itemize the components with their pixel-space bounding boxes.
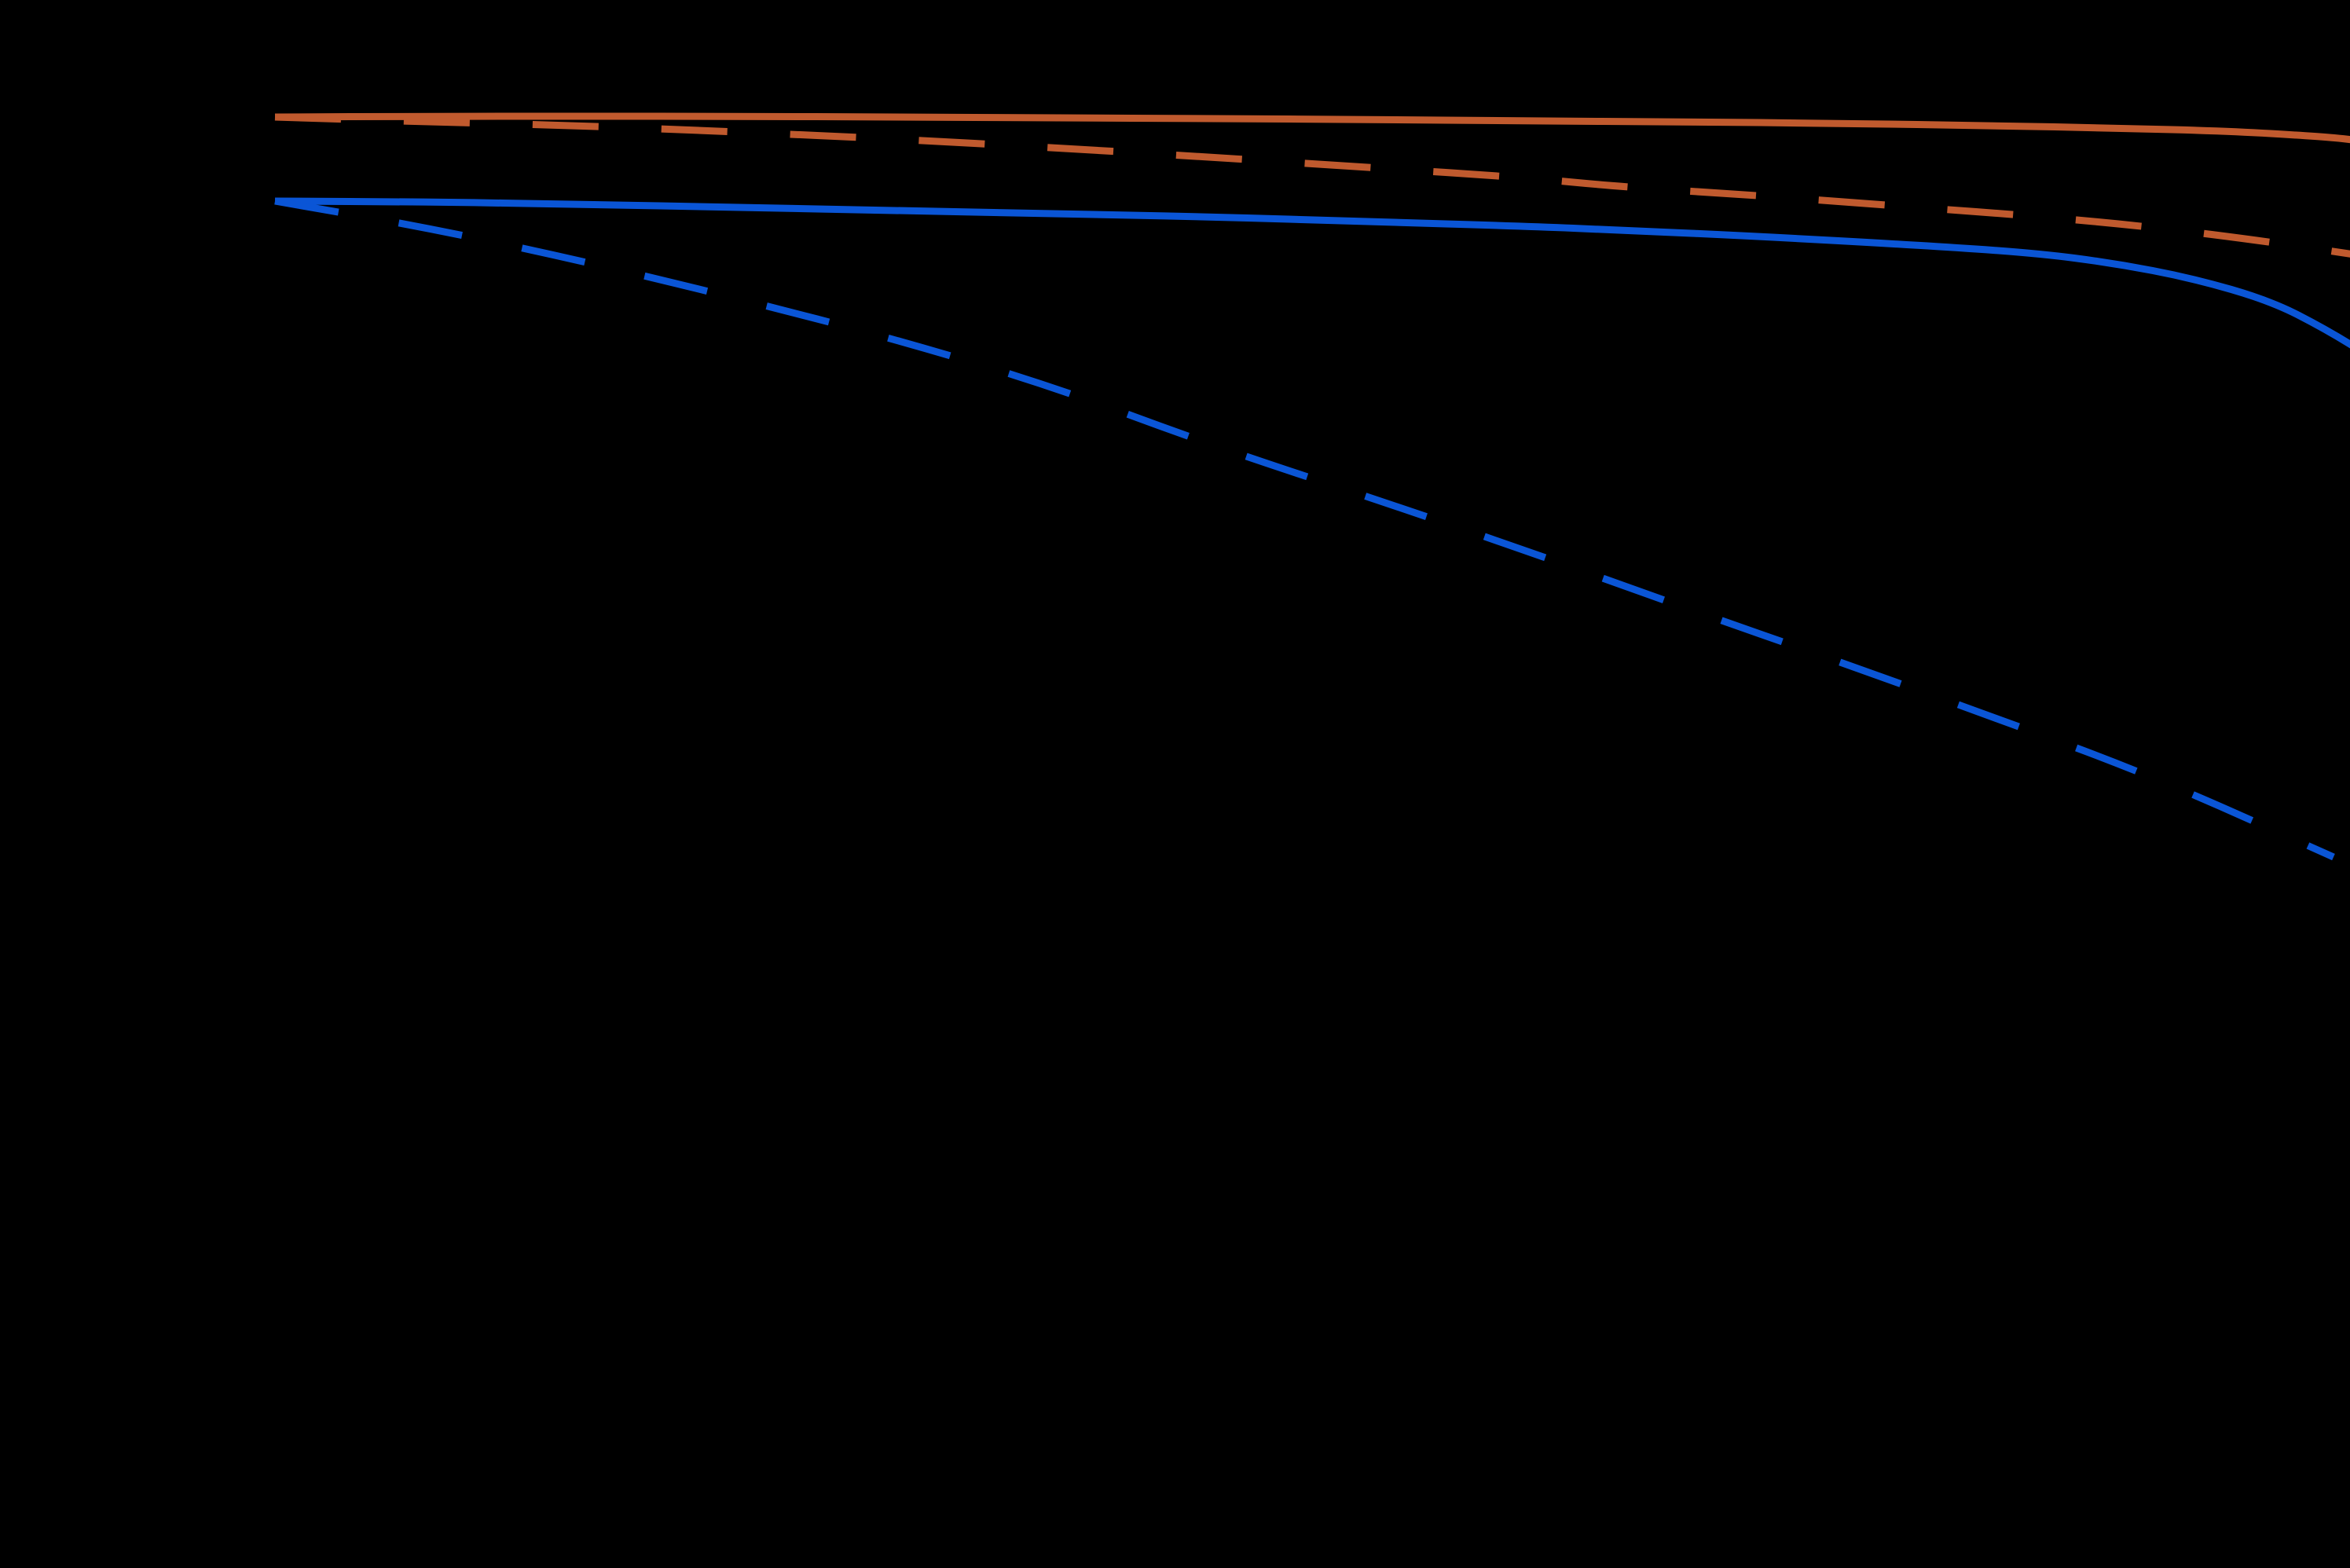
series-blue-solid-line <box>274 197 2350 349</box>
series-orange-dashed-line <box>274 113 2350 258</box>
chart-canvas <box>31 13 2350 1555</box>
line-chart-figure <box>31 13 2350 1555</box>
series-blue-dashed-line <box>274 197 2335 861</box>
series-orange-solid-line <box>274 112 2350 144</box>
